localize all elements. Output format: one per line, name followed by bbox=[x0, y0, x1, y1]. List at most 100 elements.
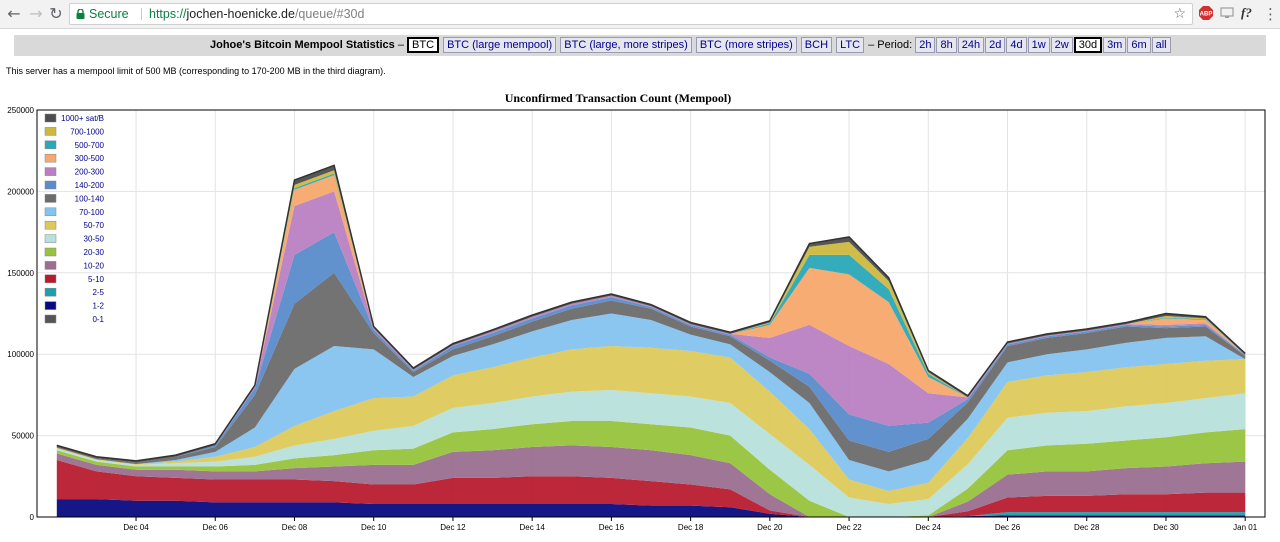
address-bar[interactable]: Secure https://jochen-hoenicke.de/queue/… bbox=[69, 3, 1193, 25]
plot-frame bbox=[36, 109, 1266, 518]
coin-link[interactable]: BCH bbox=[800, 37, 833, 53]
area-series-20-30 bbox=[56, 420, 1246, 517]
legend-swatch bbox=[44, 167, 57, 176]
lock-icon bbox=[76, 9, 85, 19]
area-series-5-10 bbox=[56, 460, 1246, 517]
y-tick-label: 200000 bbox=[7, 187, 34, 196]
formula-icon[interactable]: f? bbox=[1241, 5, 1252, 20]
cast-icon[interactable] bbox=[1220, 7, 1234, 19]
period-link[interactable]: 6m bbox=[1127, 37, 1151, 53]
abp-icon[interactable]: ABP bbox=[1199, 6, 1213, 20]
legend-label: 20-30 bbox=[84, 248, 105, 257]
legend-swatch bbox=[44, 220, 57, 230]
legend-label: 300-500 bbox=[75, 154, 105, 163]
legend-label: 500-700 bbox=[75, 141, 105, 150]
svg-text:ABP: ABP bbox=[1200, 12, 1213, 18]
browser-toolbar: ← → ↻ Secure https://jochen-hoenicke.de/… bbox=[0, 0, 1280, 29]
period-link[interactable]: 8h bbox=[936, 37, 957, 53]
x-tick-label: Dec 20 bbox=[757, 523, 783, 532]
axes: 0 50000 100000 150000 200000 250000 Dec 04 Dec … bbox=[7, 106, 1266, 532]
area-series-50-70 bbox=[56, 346, 1246, 504]
legend-label: 0-1 bbox=[92, 315, 104, 324]
legend-swatch bbox=[44, 287, 57, 297]
site-title: Johoe's Bitcoin Mempool Statistics bbox=[210, 39, 395, 51]
x-tick-label: Dec 28 bbox=[1074, 523, 1100, 532]
area-series-300-500 bbox=[56, 175, 1246, 463]
forward-arrow-icon[interactable]: → bbox=[29, 4, 43, 23]
y-tick-label: 150000 bbox=[7, 269, 34, 278]
period-label: – Period: bbox=[868, 39, 913, 51]
url-scheme: https:// bbox=[149, 7, 187, 21]
three-dots-icon[interactable]: ⋮ bbox=[1263, 5, 1278, 23]
mempool-chart: Unconfirmed Transaction Count (Mempool) … bbox=[7, 91, 1266, 532]
x-tick-label: Dec 30 bbox=[1153, 523, 1179, 532]
url-text[interactable]: https://jochen-hoenicke.de/queue/#30d bbox=[149, 4, 364, 24]
x-tick-label: Dec 16 bbox=[599, 523, 625, 532]
area-series-100-140 bbox=[56, 272, 1246, 472]
period-link[interactable]: 3m bbox=[1103, 37, 1127, 53]
x-tick-label: Jan 01 bbox=[1233, 523, 1258, 532]
secure-label: Secure bbox=[89, 7, 129, 21]
area-series-140-200 bbox=[56, 232, 1246, 463]
period-link[interactable]: 30d bbox=[1073, 37, 1103, 53]
period-link[interactable]: 2h bbox=[915, 37, 936, 53]
legend: 1000+ sat/B 700-1000 500-700 300-500 200-300… bbox=[44, 113, 105, 324]
period-link[interactable]: 24h bbox=[957, 37, 985, 53]
star-icon[interactable]: ☆ bbox=[1173, 6, 1186, 22]
reload-icon[interactable]: ↻ bbox=[49, 4, 63, 23]
x-tick-label: Dec 18 bbox=[678, 523, 704, 532]
chart-title: Unconfirmed Transaction Count (Mempool) bbox=[505, 91, 732, 105]
period-link[interactable]: 4d bbox=[1006, 37, 1027, 53]
legend-swatch bbox=[44, 153, 57, 163]
legend-swatch bbox=[44, 247, 57, 257]
y-tick-label: 50000 bbox=[12, 432, 35, 441]
area-series-2-5 bbox=[56, 499, 1246, 517]
legend-label: 10-20 bbox=[84, 261, 105, 270]
legend-label: 1-2 bbox=[92, 302, 104, 311]
legend-label: 200-300 bbox=[75, 168, 105, 177]
legend-label: 5-10 bbox=[88, 275, 105, 284]
period-link[interactable]: 2w bbox=[1050, 37, 1073, 53]
x-tick-label: Dec 08 bbox=[282, 523, 308, 532]
legend-label: 70-100 bbox=[79, 208, 104, 217]
url-host: jochen-hoenicke.de bbox=[186, 7, 295, 21]
period-link[interactable]: 2d bbox=[985, 37, 1006, 53]
back-arrow-icon[interactable]: ← bbox=[7, 4, 21, 23]
legend-label: 140-200 bbox=[75, 181, 105, 190]
x-tick-label: Dec 04 bbox=[123, 523, 149, 532]
area-series-70-100 bbox=[56, 313, 1246, 491]
period-link[interactable]: all bbox=[1151, 37, 1171, 53]
url-path: /queue/#30d bbox=[294, 7, 365, 21]
legend-label: 2-5 bbox=[92, 288, 104, 297]
coin-link[interactable]: BTC (large, more stripes) bbox=[560, 37, 692, 53]
legend-label: 700-1000 bbox=[70, 127, 104, 136]
period-links: 2h 8h 24h 2d 4d 1w 2w 30d 3m 6m all bbox=[915, 37, 1171, 53]
total-outline bbox=[56, 164, 1246, 462]
coin-link[interactable]: LTC bbox=[836, 37, 865, 53]
area-series-1-2 bbox=[56, 499, 1246, 517]
x-tick-label: Dec 06 bbox=[203, 523, 229, 532]
coin-link[interactable]: BTC bbox=[407, 37, 440, 53]
x-tick-label: Dec 14 bbox=[519, 523, 545, 532]
legend-label: 1000+ sat/B bbox=[61, 114, 104, 123]
area-series-30-50 bbox=[56, 390, 1246, 517]
coin-links: BTC BTC (large mempool) BTC (large, more… bbox=[407, 37, 868, 53]
stats-navigation-content: Johoe's Bitcoin Mempool Statistics – BTC… bbox=[210, 35, 1172, 56]
legend-swatch bbox=[44, 261, 57, 270]
legend-swatch bbox=[44, 194, 57, 203]
legend-swatch bbox=[44, 127, 57, 136]
x-tick-label: Dec 12 bbox=[440, 523, 466, 532]
mempool-limit-notice: This server has a mempool limit of 500 M… bbox=[6, 66, 386, 76]
legend-swatch bbox=[44, 301, 57, 310]
period-link[interactable]: 1w bbox=[1027, 37, 1050, 53]
legend-label: 50-70 bbox=[84, 221, 105, 230]
stats-navigation: Johoe's Bitcoin Mempool Statistics – BTC… bbox=[14, 35, 1266, 56]
legend-swatch bbox=[44, 207, 57, 217]
x-tick-label: Dec 26 bbox=[995, 523, 1021, 532]
coin-link[interactable]: BTC (more stripes) bbox=[695, 37, 797, 53]
x-tick-label: Dec 24 bbox=[916, 523, 942, 532]
legend-swatch bbox=[44, 234, 57, 243]
legend-swatch bbox=[44, 140, 57, 150]
coin-link[interactable]: BTC (large mempool) bbox=[443, 37, 557, 53]
x-tick-label: Dec 22 bbox=[836, 523, 862, 532]
